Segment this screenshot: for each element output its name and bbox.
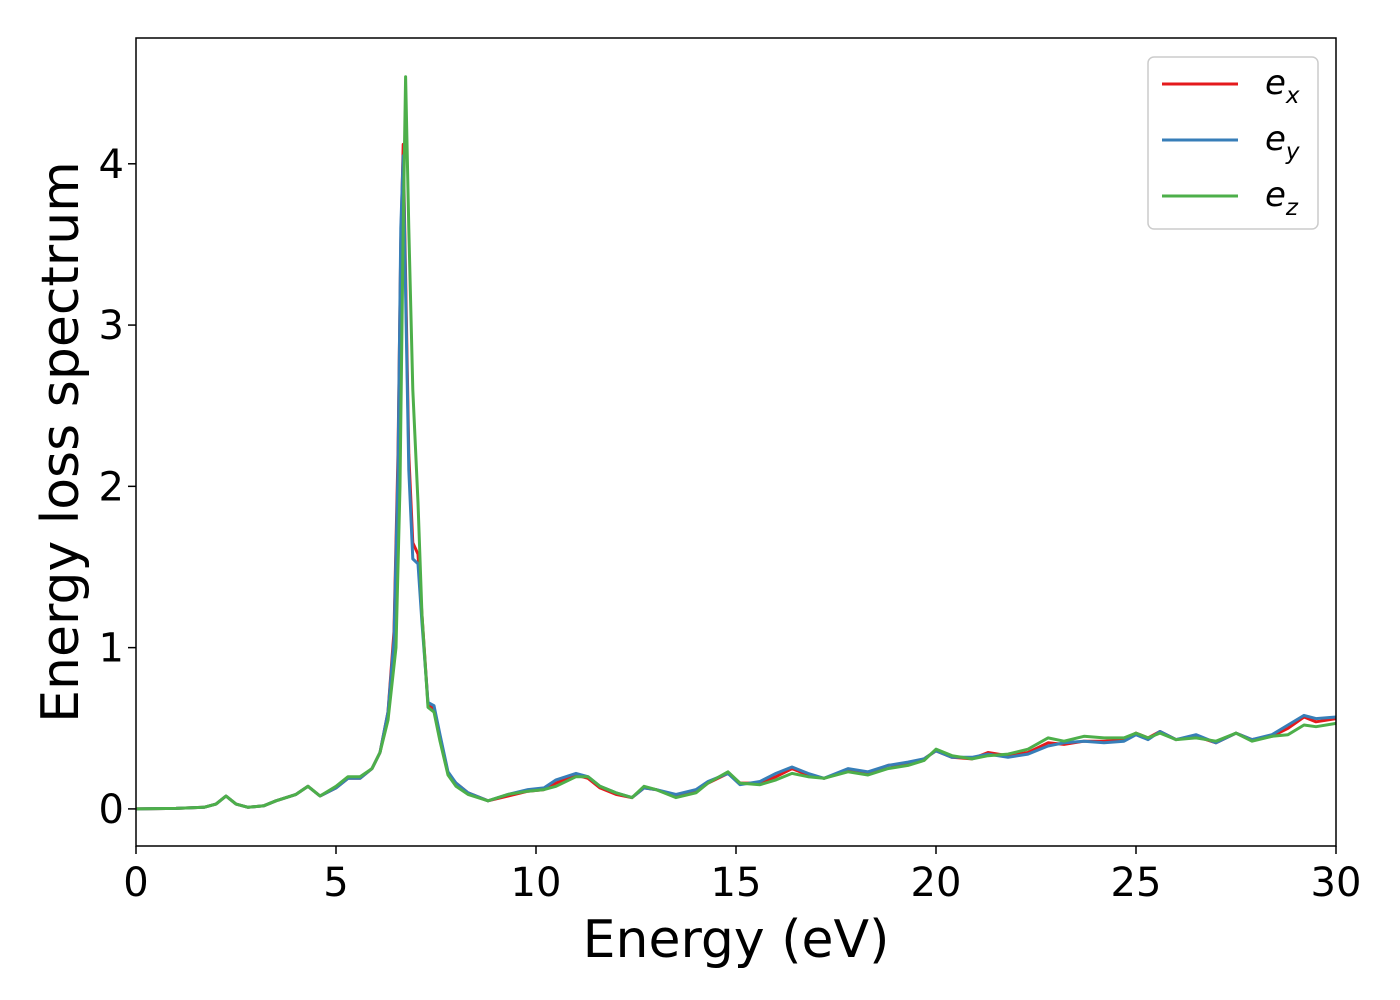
y-axis: 0 1 2 3 4	[99, 142, 136, 833]
legend-label-z: ez	[1265, 175, 1299, 221]
x-tick-label: 0	[123, 860, 148, 906]
x-tick-label: 30	[1311, 860, 1362, 906]
x-tick-label: 15	[711, 860, 762, 906]
x-tick-label: 25	[1111, 860, 1162, 906]
legend-label-x: ex	[1265, 63, 1300, 109]
legend-label-y: ey	[1265, 119, 1300, 165]
x-tick-label: 5	[323, 860, 348, 906]
series-layer	[135, 75, 1337, 811]
x-tick-label: 10	[511, 860, 562, 906]
y-tick-label: 1	[99, 626, 124, 672]
y-axis-title: Energy loss spectrum	[31, 161, 91, 723]
x-tick-label: 20	[911, 860, 962, 906]
legend: ex ey ez	[1147, 56, 1319, 230]
y-tick-label: 4	[99, 142, 124, 188]
y-tick-label: 3	[99, 303, 124, 349]
x-axis: 0 5 10 15 20 25 30	[123, 846, 1361, 906]
legend-box	[1147, 56, 1319, 230]
y-tick-label: 2	[99, 464, 124, 510]
series-line-x	[135, 142, 1337, 811]
series-line-y	[135, 154, 1337, 811]
y-tick-label: 0	[99, 787, 124, 833]
series-line-z	[135, 75, 1337, 811]
x-axis-title: Energy (eV)	[583, 910, 890, 970]
